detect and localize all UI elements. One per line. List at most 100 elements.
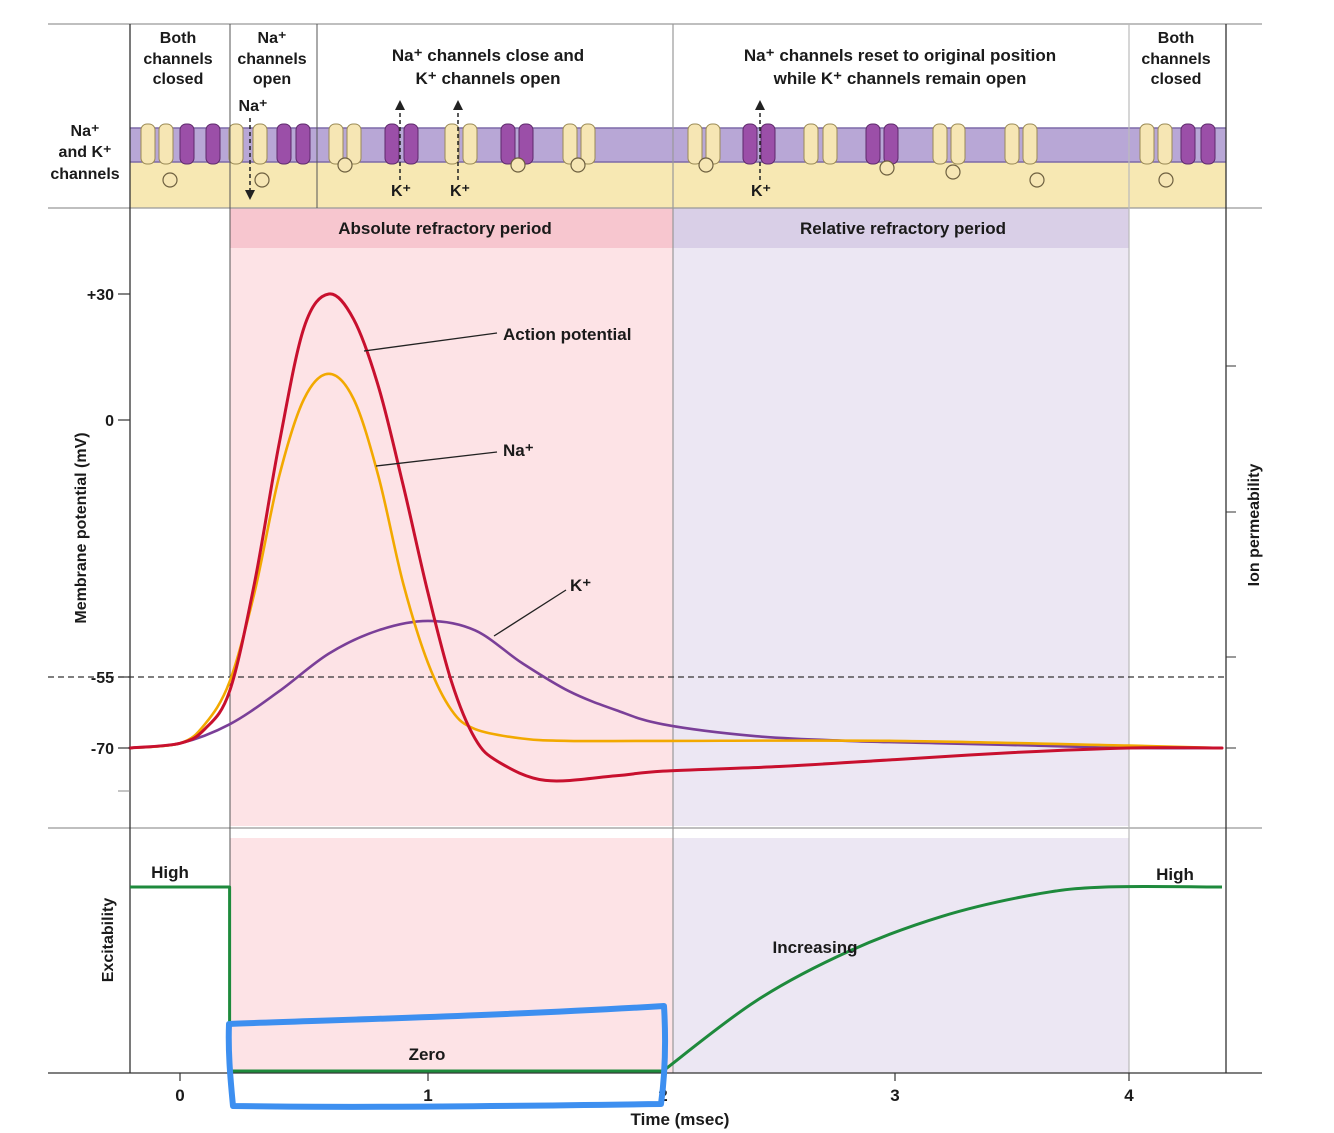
channel-subunit-12: [403, 123, 419, 165]
inactivation-gate-9: [1029, 172, 1045, 188]
na-curve-label: Na⁺: [503, 441, 534, 460]
channel-subunit-9: [328, 123, 344, 165]
inactivation-gate-3: [337, 157, 353, 173]
x-tick-label-0: 0: [175, 1086, 184, 1105]
excitability-high-right: High: [1156, 865, 1194, 884]
inactivation-gate-1: [162, 172, 178, 188]
channel-subunit-22: [760, 123, 776, 165]
phase-5-line-3: closed: [1151, 71, 1202, 88]
phase-5-line-1: Both: [1158, 30, 1194, 47]
k-efflux-arrow-1: [395, 100, 405, 180]
na-curve-leader: [375, 451, 498, 467]
excitability-axis-title: Excitability: [100, 898, 117, 983]
channel-subunit-24: [822, 123, 838, 165]
phase-1-line-1: Both: [160, 30, 196, 47]
absolute-refractory-label: Absolute refractory period: [338, 219, 552, 238]
relative-refractory-band: [673, 208, 1129, 826]
k-curve-label: K⁺: [570, 576, 591, 595]
y-tick-label-4: -70: [91, 741, 114, 758]
x-tick-label-3: 3: [890, 1086, 899, 1105]
channels-label-line-1: Na⁺: [71, 123, 100, 140]
channel-subunit-6: [252, 123, 268, 165]
k-permeability-curve: [128, 619, 1224, 750]
channel-subunit-18: [580, 123, 596, 165]
inactivation-gate-5: [570, 157, 586, 173]
excitability-increasing: Increasing: [772, 938, 857, 957]
action-potential-label: Action potential: [503, 325, 631, 344]
phase-4-line-2: while K⁺ channels remain open: [773, 69, 1027, 88]
channel-subunit-30: [1022, 123, 1038, 165]
absolute-refractory-band: [230, 208, 673, 826]
membrane-bilayer: [130, 128, 1226, 162]
channel-subunit-27: [932, 123, 948, 165]
channel-subunit-23: [803, 123, 819, 165]
inactivation-gate-2: [254, 172, 270, 188]
channel-subunit-5: [228, 123, 244, 165]
y-tick-label-2: 0: [105, 413, 114, 430]
phase-2-line-1: Na⁺: [258, 30, 287, 47]
channel-subunit-3: [179, 123, 195, 165]
ion-channels: [140, 123, 1216, 188]
y-tick-label-1: +30: [87, 287, 114, 304]
channel-subunit-2: [158, 123, 174, 165]
channel-subunit-4: [205, 123, 221, 165]
time-axis-title: Time (msec): [631, 1110, 730, 1129]
inactivation-gate-4: [510, 157, 526, 173]
excitability-zero: Zero: [409, 1045, 446, 1064]
membrane-potential-axis-title: Membrane potential (mV): [73, 432, 90, 623]
k-efflux-label-3: K⁺: [751, 183, 771, 200]
channel-subunit-8: [295, 123, 311, 165]
action-potential-leader: [363, 332, 498, 352]
x-tick-label-1: 1: [423, 1086, 432, 1105]
channel-subunit-28: [950, 123, 966, 165]
channel-subunit-17: [562, 123, 578, 165]
highlight-box: [225, 1003, 668, 1110]
phase-1-line-2: channels: [143, 51, 212, 68]
inactivation-gate-8: [945, 164, 961, 180]
excitability-high-left: High: [151, 863, 189, 882]
k-curve-leader: [493, 589, 567, 637]
inactivation-gate-10: [1158, 172, 1174, 188]
k-efflux-label-2: K⁺: [450, 183, 470, 200]
phase-1-line-3: closed: [153, 71, 204, 88]
phase-2-line-3: open: [253, 71, 291, 88]
phase-5-line-2: channels: [1141, 51, 1210, 68]
channels-label-line-3: channels: [50, 166, 119, 183]
relative-refractory-label: Relative refractory period: [800, 219, 1006, 238]
channel-subunit-1: [140, 123, 156, 165]
phase-3-line-2: K⁺ channels open: [416, 69, 561, 88]
channel-subunit-11: [384, 123, 400, 165]
channel-subunit-32: [1157, 123, 1173, 165]
channel-subunit-19: [687, 123, 703, 165]
relative-refractory-band-lower: [673, 838, 1129, 1073]
channel-subunit-29: [1004, 123, 1020, 165]
channel-subunit-14: [462, 123, 478, 165]
k-efflux-arrow-2: [453, 100, 463, 180]
inactivation-gate-6: [698, 157, 714, 173]
phase-3-line-1: Na⁺ channels close and: [392, 46, 584, 65]
channel-subunit-33: [1180, 123, 1196, 165]
channel-subunit-13: [444, 123, 460, 165]
absolute-refractory-band-lower: [230, 838, 673, 1073]
y-tick-label-3: -55: [91, 670, 114, 687]
x-tick-label-4: 4: [1124, 1086, 1134, 1105]
action-potential-curve: [128, 292, 1224, 783]
channel-subunit-16: [518, 123, 534, 165]
k-efflux-label-1: K⁺: [391, 183, 411, 200]
k-efflux-arrow-3: [755, 100, 765, 180]
channel-subunit-10: [346, 123, 362, 165]
na-influx-arrow: [245, 118, 255, 200]
excitability-curve: [130, 884, 1223, 1073]
membrane-potential-chart: [48, 292, 1226, 783]
membrane-potential-axis: +30 0 -55 -70: [87, 287, 130, 758]
cytoplasm-strip: [130, 162, 1226, 208]
channels-label-line-2: and K⁺: [59, 144, 112, 161]
channel-subunit-25: [865, 123, 881, 165]
channel-subunit-31: [1139, 123, 1155, 165]
channel-subunit-15: [500, 123, 516, 165]
ion-permeability-axis-title: Ion permeability: [1246, 464, 1263, 587]
relative-refractory-header: [673, 208, 1129, 248]
absolute-refractory-header: [230, 208, 673, 248]
inactivation-gate-7: [879, 160, 895, 176]
